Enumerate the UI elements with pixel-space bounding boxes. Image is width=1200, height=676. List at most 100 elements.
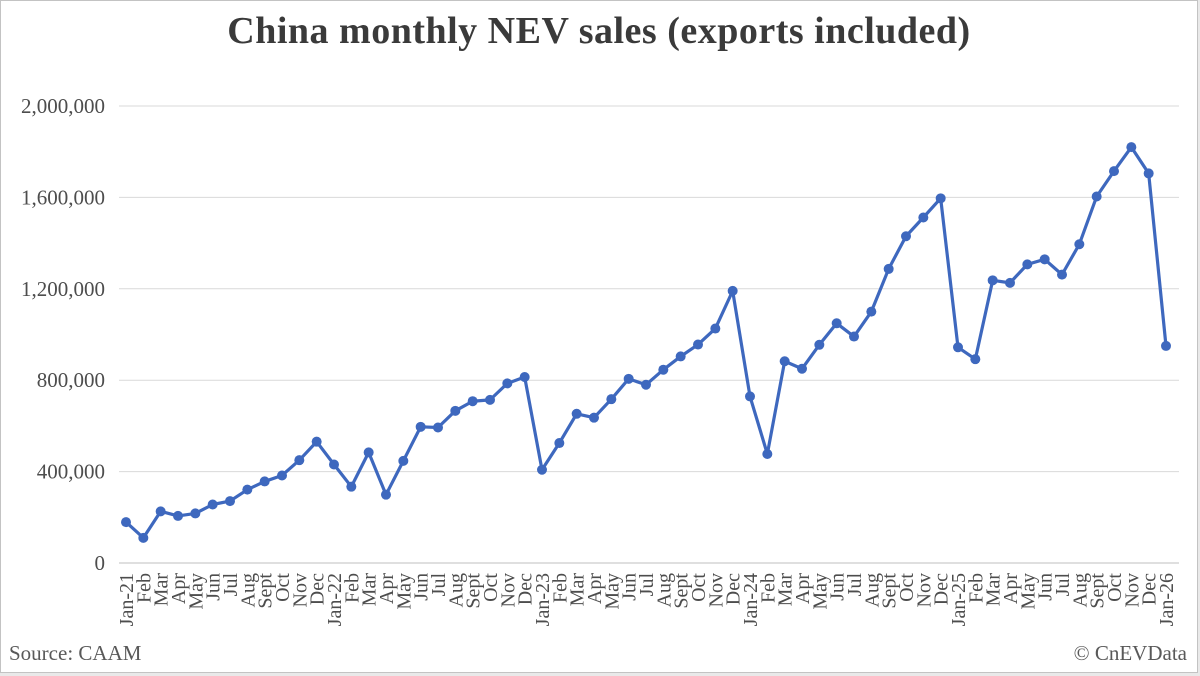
data-point	[987, 275, 998, 286]
data-point	[1091, 191, 1102, 202]
x-tick-label: Apr	[792, 573, 814, 604]
x-tick-label: Jan-24	[740, 573, 762, 626]
data-point	[554, 438, 565, 449]
x-tick-label: Oct	[480, 573, 502, 602]
x-tick-label: Jul	[1052, 573, 1074, 597]
y-tick-label: 1,600,000	[21, 185, 105, 209]
data-point	[727, 285, 738, 296]
credit-label: © CnEVData	[1073, 641, 1187, 665]
data-point	[190, 508, 201, 519]
data-point	[814, 339, 825, 350]
source-label: Source: CAAM	[9, 641, 142, 665]
y-tick-label: 400,000	[37, 460, 105, 484]
data-point	[485, 394, 495, 405]
x-tick-label: May	[809, 573, 831, 610]
x-tick-label: Jun	[619, 573, 641, 601]
data-point	[242, 484, 253, 495]
x-tick-label: Jul	[220, 573, 242, 597]
data-point	[831, 318, 842, 329]
x-tick-label: Nov	[289, 573, 311, 607]
x-tick-label: Mar	[151, 573, 173, 607]
x-tick-label: Jun	[827, 573, 849, 601]
data-point	[1022, 259, 1033, 270]
data-point	[398, 455, 409, 466]
x-tick-label: Jul	[844, 573, 866, 597]
x-tick-label: Mar	[359, 573, 381, 607]
y-tick-label: 2,000,000	[21, 94, 105, 118]
data-point	[623, 373, 634, 384]
data-point	[935, 193, 946, 204]
data-point	[138, 532, 149, 543]
x-tick-label: Aug	[237, 573, 259, 607]
x-tick-label: Jan-22	[324, 573, 346, 626]
x-tick-label: Sept	[879, 573, 901, 609]
x-tick-label: Jul	[428, 573, 450, 597]
x-tick-label: Feb	[341, 573, 363, 603]
data-point	[363, 447, 374, 458]
data-point	[901, 231, 911, 242]
x-tick-label: Mar	[775, 573, 797, 607]
y-tick-label: 800,000	[37, 368, 105, 392]
x-tick-label: May	[601, 573, 623, 610]
x-tick-label: May	[393, 573, 415, 610]
x-tick-label: Oct	[688, 573, 710, 602]
data-point	[1074, 239, 1085, 250]
data-point	[1005, 277, 1015, 288]
data-point	[606, 394, 617, 405]
x-tick-label: Nov	[705, 573, 727, 607]
x-tick-label: Feb	[965, 573, 987, 603]
data-point	[207, 499, 218, 510]
x-tick-label: Oct	[896, 573, 918, 602]
x-tick-label: Apr	[168, 573, 190, 604]
x-tick-label: Sept	[671, 573, 693, 609]
x-tick-label: Aug	[445, 573, 467, 607]
x-tick-label: Feb	[549, 573, 571, 603]
x-tick-label: Oct	[1104, 573, 1126, 602]
x-tick-label: Sept	[463, 573, 485, 609]
x-tick-label: Dec	[515, 573, 537, 605]
y-tick-label: 1,200,000	[21, 277, 105, 301]
data-point	[745, 391, 755, 402]
x-tick-label: Feb	[133, 573, 155, 603]
x-tick-label: Jan-25	[948, 573, 970, 626]
data-point	[537, 464, 547, 475]
chart-title: China monthly NEV sales (exports include…	[227, 10, 971, 52]
data-point	[658, 364, 669, 375]
x-tick-label: Jul	[636, 573, 658, 597]
x-tick-label: Nov	[1121, 573, 1143, 607]
data-point	[502, 378, 513, 389]
x-tick-label: Nov	[497, 573, 519, 607]
x-tick-label: Oct	[272, 573, 294, 602]
x-tick-label: May	[1017, 573, 1039, 610]
data-point	[225, 496, 235, 507]
x-tick-label: Feb	[757, 573, 779, 603]
data-point	[571, 408, 582, 419]
data-point	[1057, 269, 1067, 280]
data-point	[121, 517, 131, 528]
x-tick-label: Nov	[913, 573, 935, 607]
x-tick-label: Sept	[255, 573, 277, 609]
data-point	[155, 506, 166, 517]
data-point	[259, 476, 270, 487]
data-point	[589, 412, 599, 423]
x-tick-label: Sept	[1087, 573, 1109, 609]
x-tick-label: Dec	[931, 573, 953, 605]
data-point	[762, 449, 773, 460]
x-tick-label: Aug	[861, 573, 883, 607]
data-point	[311, 436, 322, 447]
data-point	[866, 306, 877, 317]
x-tick-label: Dec	[723, 573, 745, 605]
x-tick-label: Jun	[1035, 573, 1057, 601]
x-tick-label: Aug	[1069, 573, 1091, 607]
data-point	[277, 470, 287, 481]
data-point	[519, 372, 530, 383]
data-point	[1126, 142, 1137, 153]
data-point	[675, 351, 686, 362]
data-point	[849, 331, 859, 342]
x-tick-label: Jan-23	[532, 573, 554, 626]
data-point	[1039, 254, 1050, 265]
data-point	[381, 489, 391, 500]
data-point	[797, 363, 807, 374]
